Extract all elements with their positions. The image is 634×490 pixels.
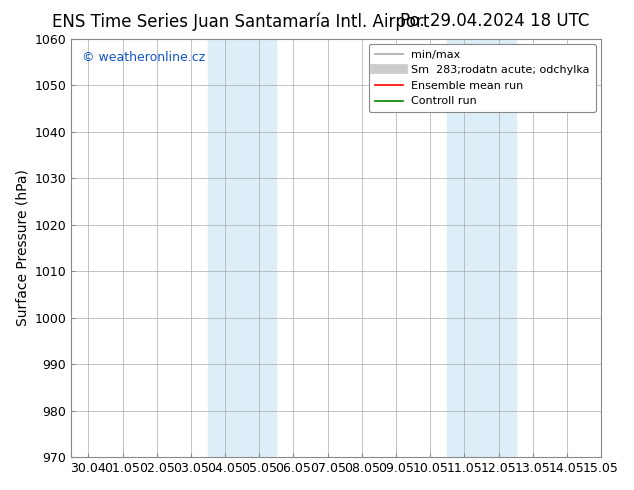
Legend: min/max, Sm  283;rodatn acute; odchylka, Ensemble mean run, Controll run: min/max, Sm 283;rodatn acute; odchylka, … (369, 44, 595, 112)
Bar (208, 39, 276, 457)
Text: Po. 29.04.2024 18 UTC: Po. 29.04.2024 18 UTC (400, 12, 589, 30)
Bar (447, 39, 515, 457)
Text: © weatheronline.cz: © weatheronline.cz (82, 51, 205, 64)
Y-axis label: Surface Pressure (hPa): Surface Pressure (hPa) (15, 170, 29, 326)
Text: ENS Time Series Juan Santamaría Intl. Airport: ENS Time Series Juan Santamaría Intl. Ai… (52, 12, 430, 31)
